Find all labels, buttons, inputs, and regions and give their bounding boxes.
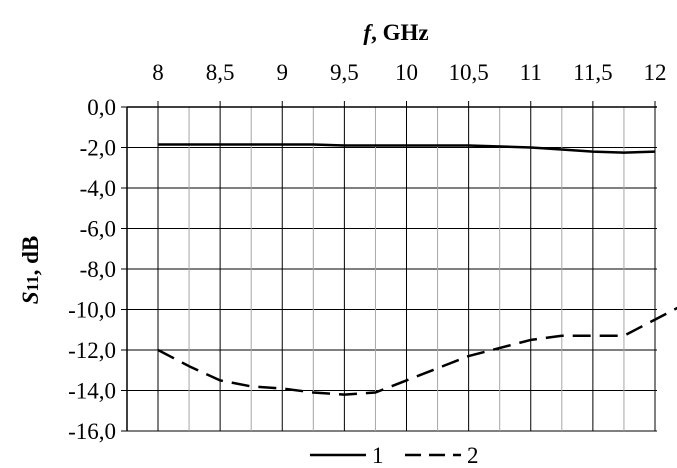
axes bbox=[121, 101, 657, 432]
y-tick-label: -12,0 bbox=[68, 338, 116, 363]
y-tick-label: -10,0 bbox=[68, 298, 116, 323]
x-tick-label: 9 bbox=[277, 60, 289, 85]
series-group bbox=[157, 143, 677, 396]
x-tick-label: 8 bbox=[152, 60, 164, 85]
x-tick-label: 11 bbox=[520, 60, 542, 85]
legend-label-1: 1 bbox=[372, 443, 384, 468]
x-axis-title-var: f bbox=[363, 20, 373, 45]
series-line-1 bbox=[158, 143, 656, 154]
y-axis-title-rest: , dB bbox=[18, 236, 43, 276]
y-tick-label: -6,0 bbox=[80, 217, 116, 242]
x-tick-label: 10,5 bbox=[449, 60, 489, 85]
grid bbox=[127, 106, 657, 432]
y-tick-label: -2,0 bbox=[80, 136, 116, 161]
y-tick-label: -4,0 bbox=[80, 176, 116, 201]
y-tick-label: 0,0 bbox=[87, 95, 116, 120]
x-tick-labels: 8 8,5 9 9,5 10 10,5 11 11,5 12 bbox=[152, 60, 666, 85]
x-tick-label: 8,5 bbox=[206, 60, 235, 85]
y-axis-title-var: S bbox=[18, 291, 43, 304]
legend-label-2: 2 bbox=[467, 443, 479, 468]
y-axis-title-sub: 11 bbox=[23, 275, 42, 291]
x-tick-label: 10 bbox=[395, 60, 418, 85]
y-tick-labels: 0,0 -2,0 -4,0 -6,0 -8,0 -10,0 -12,0 -14,0 -16,0 bbox=[68, 95, 116, 444]
y-tick-label: -8,0 bbox=[80, 257, 116, 282]
y-tick-label: -14,0 bbox=[68, 379, 116, 404]
x-tick-label: 12 bbox=[644, 60, 667, 85]
x-axis-title: f, GHz bbox=[363, 20, 428, 45]
y-tick-label: -16,0 bbox=[68, 419, 116, 444]
x-tick-label: 9,5 bbox=[330, 60, 359, 85]
x-tick-label: 11,5 bbox=[573, 60, 612, 85]
y-axis-title: S11, dB bbox=[18, 236, 43, 305]
x-axis-title-rest: , GHz bbox=[371, 20, 429, 45]
series-line-2 bbox=[157, 306, 677, 396]
